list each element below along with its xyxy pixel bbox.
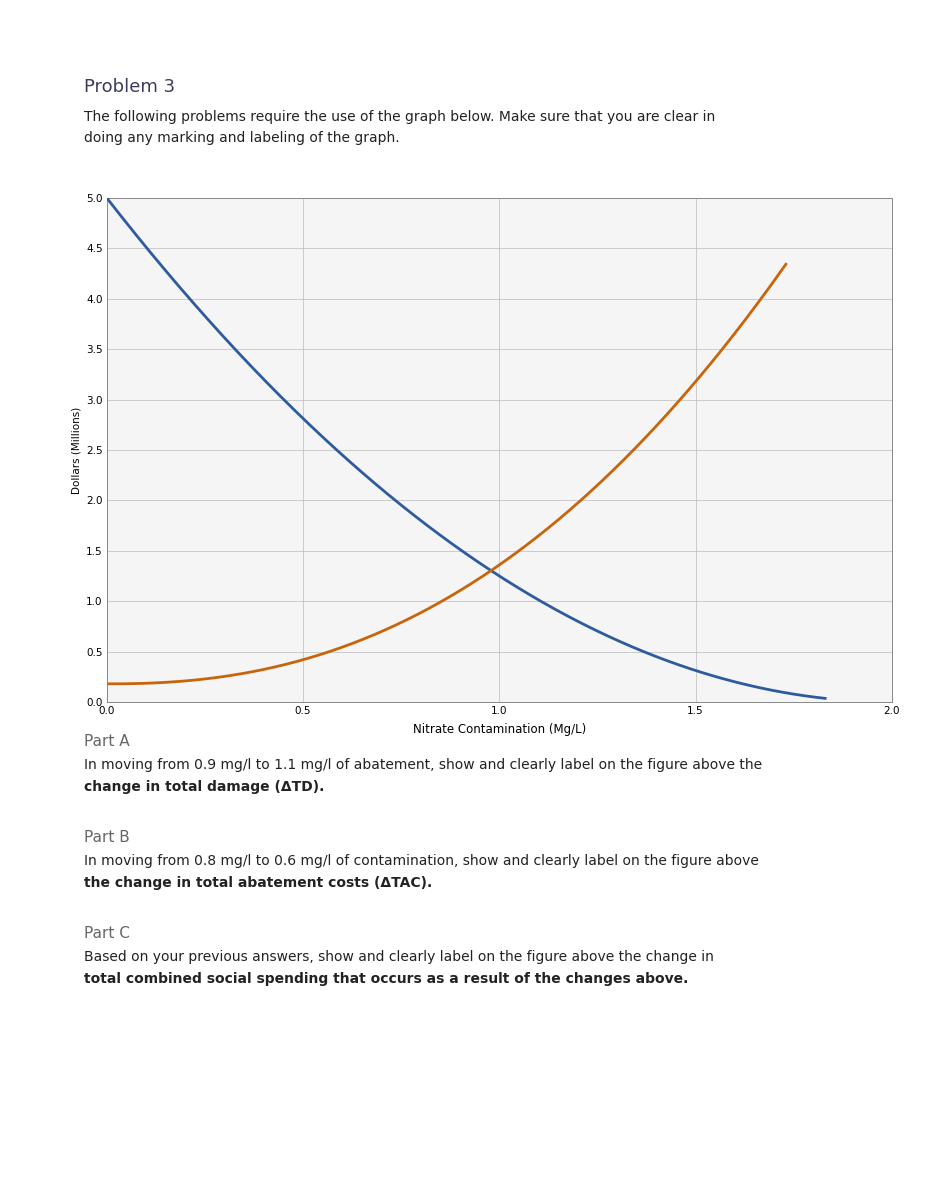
- Text: Problem 3: Problem 3: [84, 78, 174, 96]
- Text: In moving from 0.8 mg/l to 0.6 mg/l of contamination, show and clearly label on : In moving from 0.8 mg/l to 0.6 mg/l of c…: [84, 854, 757, 869]
- Text: Part C: Part C: [84, 926, 129, 941]
- Text: Part B: Part B: [84, 830, 129, 845]
- X-axis label: Nitrate Contamination (Mg/L): Nitrate Contamination (Mg/L): [412, 724, 586, 736]
- Y-axis label: Dollars (Millions): Dollars (Millions): [71, 407, 82, 493]
- Text: total combined social spending that occurs as a result of the changes above.: total combined social spending that occu…: [84, 972, 688, 986]
- Text: Part A: Part A: [84, 734, 129, 749]
- Text: In moving from 0.9 mg/l to 1.1 mg/l of abatement, show and clearly label on the : In moving from 0.9 mg/l to 1.1 mg/l of a…: [84, 758, 761, 773]
- Text: the change in total abatement costs (ΔTAC).: the change in total abatement costs (ΔTA…: [84, 876, 432, 890]
- Text: change in total damage (ΔTD).: change in total damage (ΔTD).: [84, 780, 324, 794]
- Text: The following problems require the use of the graph below. Make sure that you ar: The following problems require the use o…: [84, 110, 714, 125]
- Text: Based on your previous answers, show and clearly label on the figure above the c: Based on your previous answers, show and…: [84, 950, 713, 965]
- Text: doing any marking and labeling of the graph.: doing any marking and labeling of the gr…: [84, 131, 399, 145]
